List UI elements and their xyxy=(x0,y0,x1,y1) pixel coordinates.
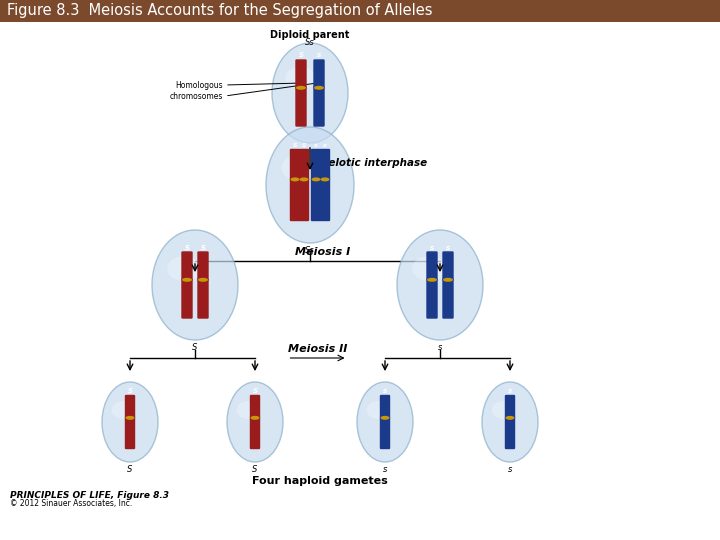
Ellipse shape xyxy=(296,86,306,90)
Ellipse shape xyxy=(397,230,483,340)
FancyBboxPatch shape xyxy=(380,417,390,449)
Text: Ss: Ss xyxy=(305,38,315,47)
Ellipse shape xyxy=(314,86,324,90)
FancyBboxPatch shape xyxy=(442,279,454,319)
Text: S: S xyxy=(252,465,258,474)
Ellipse shape xyxy=(102,382,158,462)
FancyBboxPatch shape xyxy=(313,86,325,127)
Ellipse shape xyxy=(272,43,348,143)
Text: © 2012 Sinauer Associates, Inc.: © 2012 Sinauer Associates, Inc. xyxy=(10,499,132,508)
Ellipse shape xyxy=(198,278,208,282)
Text: Melotic interphase: Melotic interphase xyxy=(318,158,427,168)
FancyBboxPatch shape xyxy=(125,395,135,419)
Text: s: s xyxy=(383,465,387,474)
Text: S: S xyxy=(253,388,258,394)
Text: s: s xyxy=(446,245,450,251)
FancyBboxPatch shape xyxy=(380,395,390,419)
Text: S: S xyxy=(184,245,189,251)
Ellipse shape xyxy=(266,127,354,243)
Text: PRINCIPLES OF LIFE, Figure 8.3: PRINCIPLES OF LIFE, Figure 8.3 xyxy=(10,491,169,500)
Ellipse shape xyxy=(357,382,413,462)
FancyBboxPatch shape xyxy=(181,279,193,319)
FancyBboxPatch shape xyxy=(295,59,307,89)
Ellipse shape xyxy=(427,278,437,282)
FancyBboxPatch shape xyxy=(505,395,516,419)
FancyBboxPatch shape xyxy=(320,149,330,180)
Text: Homologous
chromosomes: Homologous chromosomes xyxy=(170,82,223,100)
Ellipse shape xyxy=(182,278,192,282)
Text: S: S xyxy=(302,143,306,148)
FancyBboxPatch shape xyxy=(181,251,193,281)
FancyBboxPatch shape xyxy=(289,178,300,221)
Text: s: s xyxy=(314,143,318,148)
Text: s: s xyxy=(508,388,512,394)
FancyBboxPatch shape xyxy=(299,149,309,180)
Text: Four haploid gametes: Four haploid gametes xyxy=(252,476,388,486)
FancyBboxPatch shape xyxy=(250,395,260,419)
Ellipse shape xyxy=(300,178,308,181)
Ellipse shape xyxy=(112,401,134,419)
Text: Ss: Ss xyxy=(305,246,315,255)
Ellipse shape xyxy=(320,178,330,181)
FancyBboxPatch shape xyxy=(426,251,438,281)
Ellipse shape xyxy=(366,401,390,419)
Ellipse shape xyxy=(167,256,202,281)
Text: S: S xyxy=(127,388,132,394)
Text: s: s xyxy=(508,465,512,474)
Ellipse shape xyxy=(237,401,259,419)
Text: S: S xyxy=(127,465,132,474)
FancyBboxPatch shape xyxy=(311,178,321,221)
FancyBboxPatch shape xyxy=(250,417,260,449)
FancyBboxPatch shape xyxy=(311,149,321,180)
FancyBboxPatch shape xyxy=(299,178,309,221)
Ellipse shape xyxy=(412,256,446,281)
Text: Ss: Ss xyxy=(313,154,322,164)
Ellipse shape xyxy=(492,401,514,419)
Ellipse shape xyxy=(251,416,259,420)
Text: s: s xyxy=(317,52,321,58)
Text: S: S xyxy=(192,343,198,352)
FancyBboxPatch shape xyxy=(197,279,209,319)
Text: Meiosis II: Meiosis II xyxy=(288,344,347,354)
Text: Diploid parent: Diploid parent xyxy=(270,30,350,40)
Ellipse shape xyxy=(312,178,320,181)
Ellipse shape xyxy=(380,416,390,420)
FancyBboxPatch shape xyxy=(313,59,325,89)
Text: s: s xyxy=(323,143,327,148)
Ellipse shape xyxy=(125,416,135,420)
Ellipse shape xyxy=(227,382,283,462)
FancyBboxPatch shape xyxy=(426,279,438,319)
FancyBboxPatch shape xyxy=(125,417,135,449)
FancyBboxPatch shape xyxy=(442,251,454,281)
Text: s: s xyxy=(430,245,434,251)
Text: S: S xyxy=(293,143,297,148)
Ellipse shape xyxy=(152,230,238,340)
FancyBboxPatch shape xyxy=(197,251,209,281)
Text: Meiosis I: Meiosis I xyxy=(295,247,350,257)
Text: S: S xyxy=(200,245,205,251)
Ellipse shape xyxy=(505,416,515,420)
FancyBboxPatch shape xyxy=(295,86,307,127)
Ellipse shape xyxy=(290,178,300,181)
Text: Figure 8.3  Meiosis Accounts for the Segregation of Alleles: Figure 8.3 Meiosis Accounts for the Segr… xyxy=(7,3,433,18)
Ellipse shape xyxy=(482,382,538,462)
Ellipse shape xyxy=(282,154,317,181)
Ellipse shape xyxy=(443,278,453,282)
Text: s: s xyxy=(438,343,442,352)
FancyBboxPatch shape xyxy=(320,178,330,221)
Text: S: S xyxy=(299,52,304,58)
FancyBboxPatch shape xyxy=(505,417,516,449)
FancyBboxPatch shape xyxy=(289,149,300,180)
Ellipse shape xyxy=(285,67,315,89)
Bar xyxy=(0,0,720,22)
Text: s: s xyxy=(383,388,387,394)
